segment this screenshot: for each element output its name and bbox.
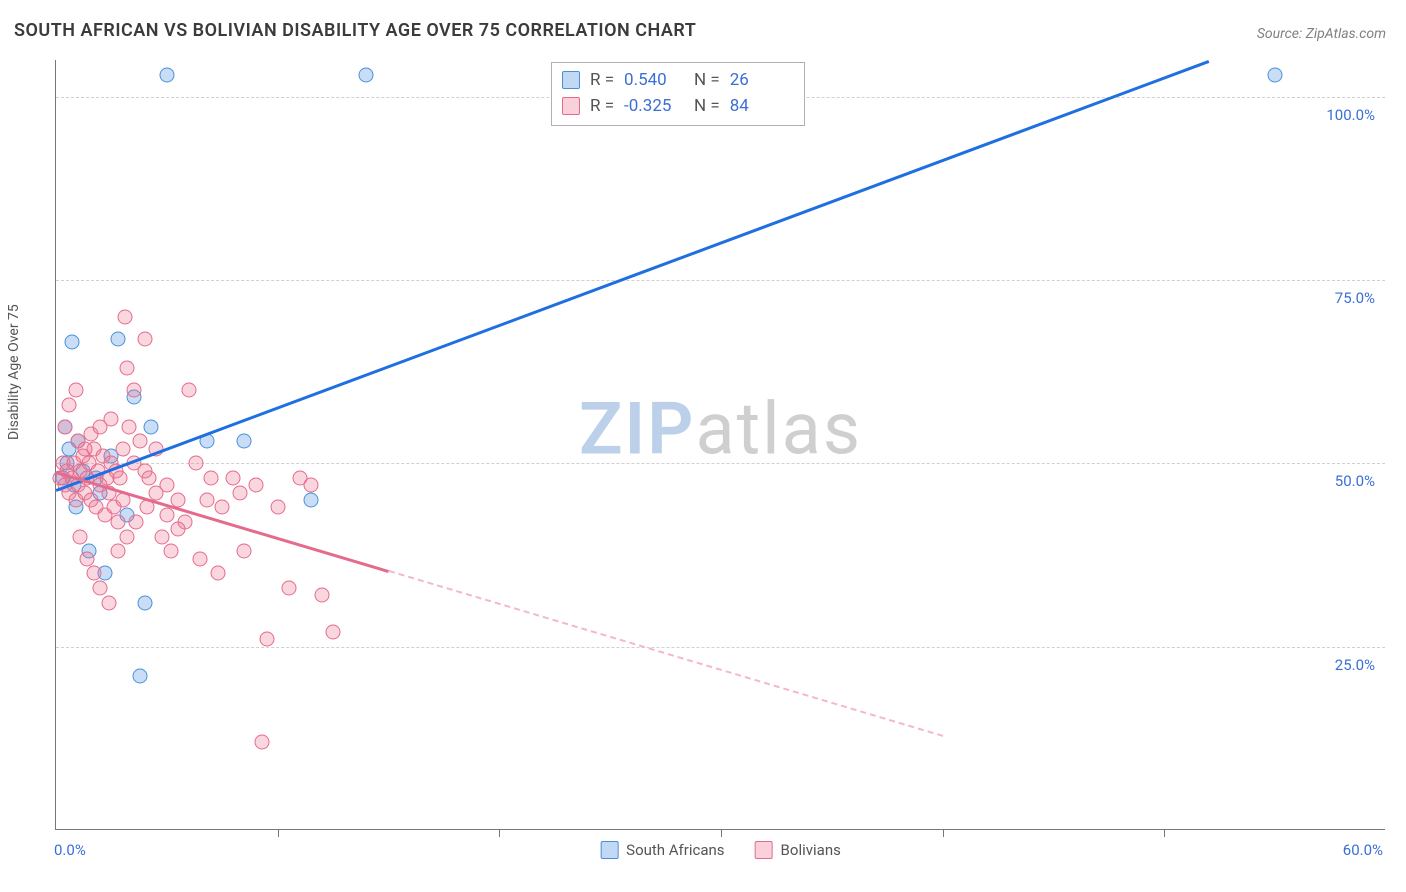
chart-title: SOUTH AFRICAN VS BOLIVIAN DISABILITY AGE… (14, 20, 696, 41)
scatter-point (303, 478, 318, 493)
y-tick-label: 50.0% (1335, 472, 1375, 490)
stats-row-series1: R = 0.540 N = 26 (562, 67, 790, 93)
source-attribution: Source: ZipAtlas.com (1257, 26, 1386, 42)
scatter-point (119, 361, 134, 376)
scatter-point (111, 544, 126, 559)
scatter-point (259, 632, 274, 647)
scatter-point (226, 471, 241, 486)
x-tick (943, 829, 944, 837)
scatter-point (303, 493, 318, 508)
scatter-point (137, 331, 152, 346)
stats-n-label: N = (694, 67, 720, 93)
scatter-point (148, 485, 163, 500)
watermark-atlas: atlas (695, 387, 862, 472)
scatter-point (77, 441, 92, 456)
x-tick (278, 829, 279, 837)
scatter-point (113, 471, 128, 486)
scatter-point (104, 412, 119, 427)
y-axis-label: Disability Age Over 75 (6, 304, 22, 440)
legend-item-series1: South Africans (600, 841, 724, 859)
scatter-point (237, 434, 252, 449)
scatter-point (86, 566, 101, 581)
x-tick-label-min: 0.0% (54, 841, 86, 859)
scatter-point (137, 595, 152, 610)
scatter-point (128, 515, 143, 530)
x-tick (499, 829, 500, 837)
scatter-point (159, 507, 174, 522)
trend-line (388, 570, 943, 737)
chart-plot-area: ZIPatlas 25.0%50.0%75.0%100.0% 0.0% 60.0… (55, 60, 1385, 830)
scatter-point (199, 493, 214, 508)
y-tick-label: 75.0% (1335, 289, 1375, 307)
scatter-point (315, 588, 330, 603)
scatter-point (1268, 67, 1283, 82)
legend-swatch-series1 (600, 841, 618, 859)
legend-label-series1: South Africans (626, 841, 724, 859)
x-tick (721, 829, 722, 837)
scatter-point (255, 735, 270, 750)
legend-item-series2: Bolivians (755, 841, 841, 859)
scatter-point (111, 331, 126, 346)
x-tick (1164, 829, 1165, 837)
scatter-point (359, 67, 374, 82)
chart-legend: South Africans Bolivians (600, 841, 841, 859)
scatter-point (159, 67, 174, 82)
scatter-point (68, 383, 83, 398)
stats-r-value-series2: -0.325 (624, 93, 684, 119)
scatter-point (193, 551, 208, 566)
scatter-point (237, 544, 252, 559)
scatter-point (182, 383, 197, 398)
scatter-point (133, 669, 148, 684)
scatter-point (93, 581, 108, 596)
x-tick-label-max: 60.0% (1343, 841, 1383, 859)
legend-swatch-series2 (755, 841, 773, 859)
stats-r-label: R = (590, 93, 614, 119)
scatter-point (204, 471, 219, 486)
watermark-zip: ZIP (579, 387, 695, 472)
stats-r-value-series1: 0.540 (624, 67, 684, 93)
scatter-point (102, 595, 117, 610)
swatch-series1 (562, 71, 580, 89)
scatter-point (117, 309, 132, 324)
scatter-point (188, 456, 203, 471)
legend-label-series2: Bolivians (781, 841, 841, 859)
scatter-point (57, 419, 72, 434)
scatter-point (170, 522, 185, 537)
scatter-point (164, 544, 179, 559)
scatter-point (248, 478, 263, 493)
y-tick-label: 25.0% (1335, 656, 1375, 674)
scatter-point (115, 441, 130, 456)
scatter-point (62, 397, 77, 412)
scatter-point (326, 625, 341, 640)
stats-n-value-series2: 84 (730, 93, 790, 119)
stats-legend-box: R = 0.540 N = 26 R = -0.325 N = 84 (551, 62, 805, 126)
scatter-point (122, 419, 137, 434)
scatter-point (126, 383, 141, 398)
swatch-series2 (562, 97, 580, 115)
scatter-point (137, 463, 152, 478)
scatter-point (270, 500, 285, 515)
stats-r-label: R = (590, 67, 614, 93)
scatter-point (119, 529, 134, 544)
scatter-point (210, 566, 225, 581)
stats-n-label: N = (694, 93, 720, 119)
scatter-point (73, 529, 88, 544)
scatter-point (133, 434, 148, 449)
scatter-point (80, 551, 95, 566)
stats-row-series2: R = -0.325 N = 84 (562, 93, 790, 119)
scatter-point (64, 335, 79, 350)
scatter-point (155, 529, 170, 544)
scatter-point (215, 500, 230, 515)
watermark: ZIPatlas (579, 387, 862, 472)
scatter-point (111, 515, 126, 530)
scatter-point (232, 485, 247, 500)
scatter-point (281, 581, 296, 596)
gridline-h (56, 280, 1385, 281)
stats-n-value-series1: 26 (730, 67, 790, 93)
gridline-h (56, 463, 1385, 464)
y-tick-label: 100.0% (1326, 106, 1375, 124)
scatter-point (144, 419, 159, 434)
gridline-h (56, 647, 1385, 648)
